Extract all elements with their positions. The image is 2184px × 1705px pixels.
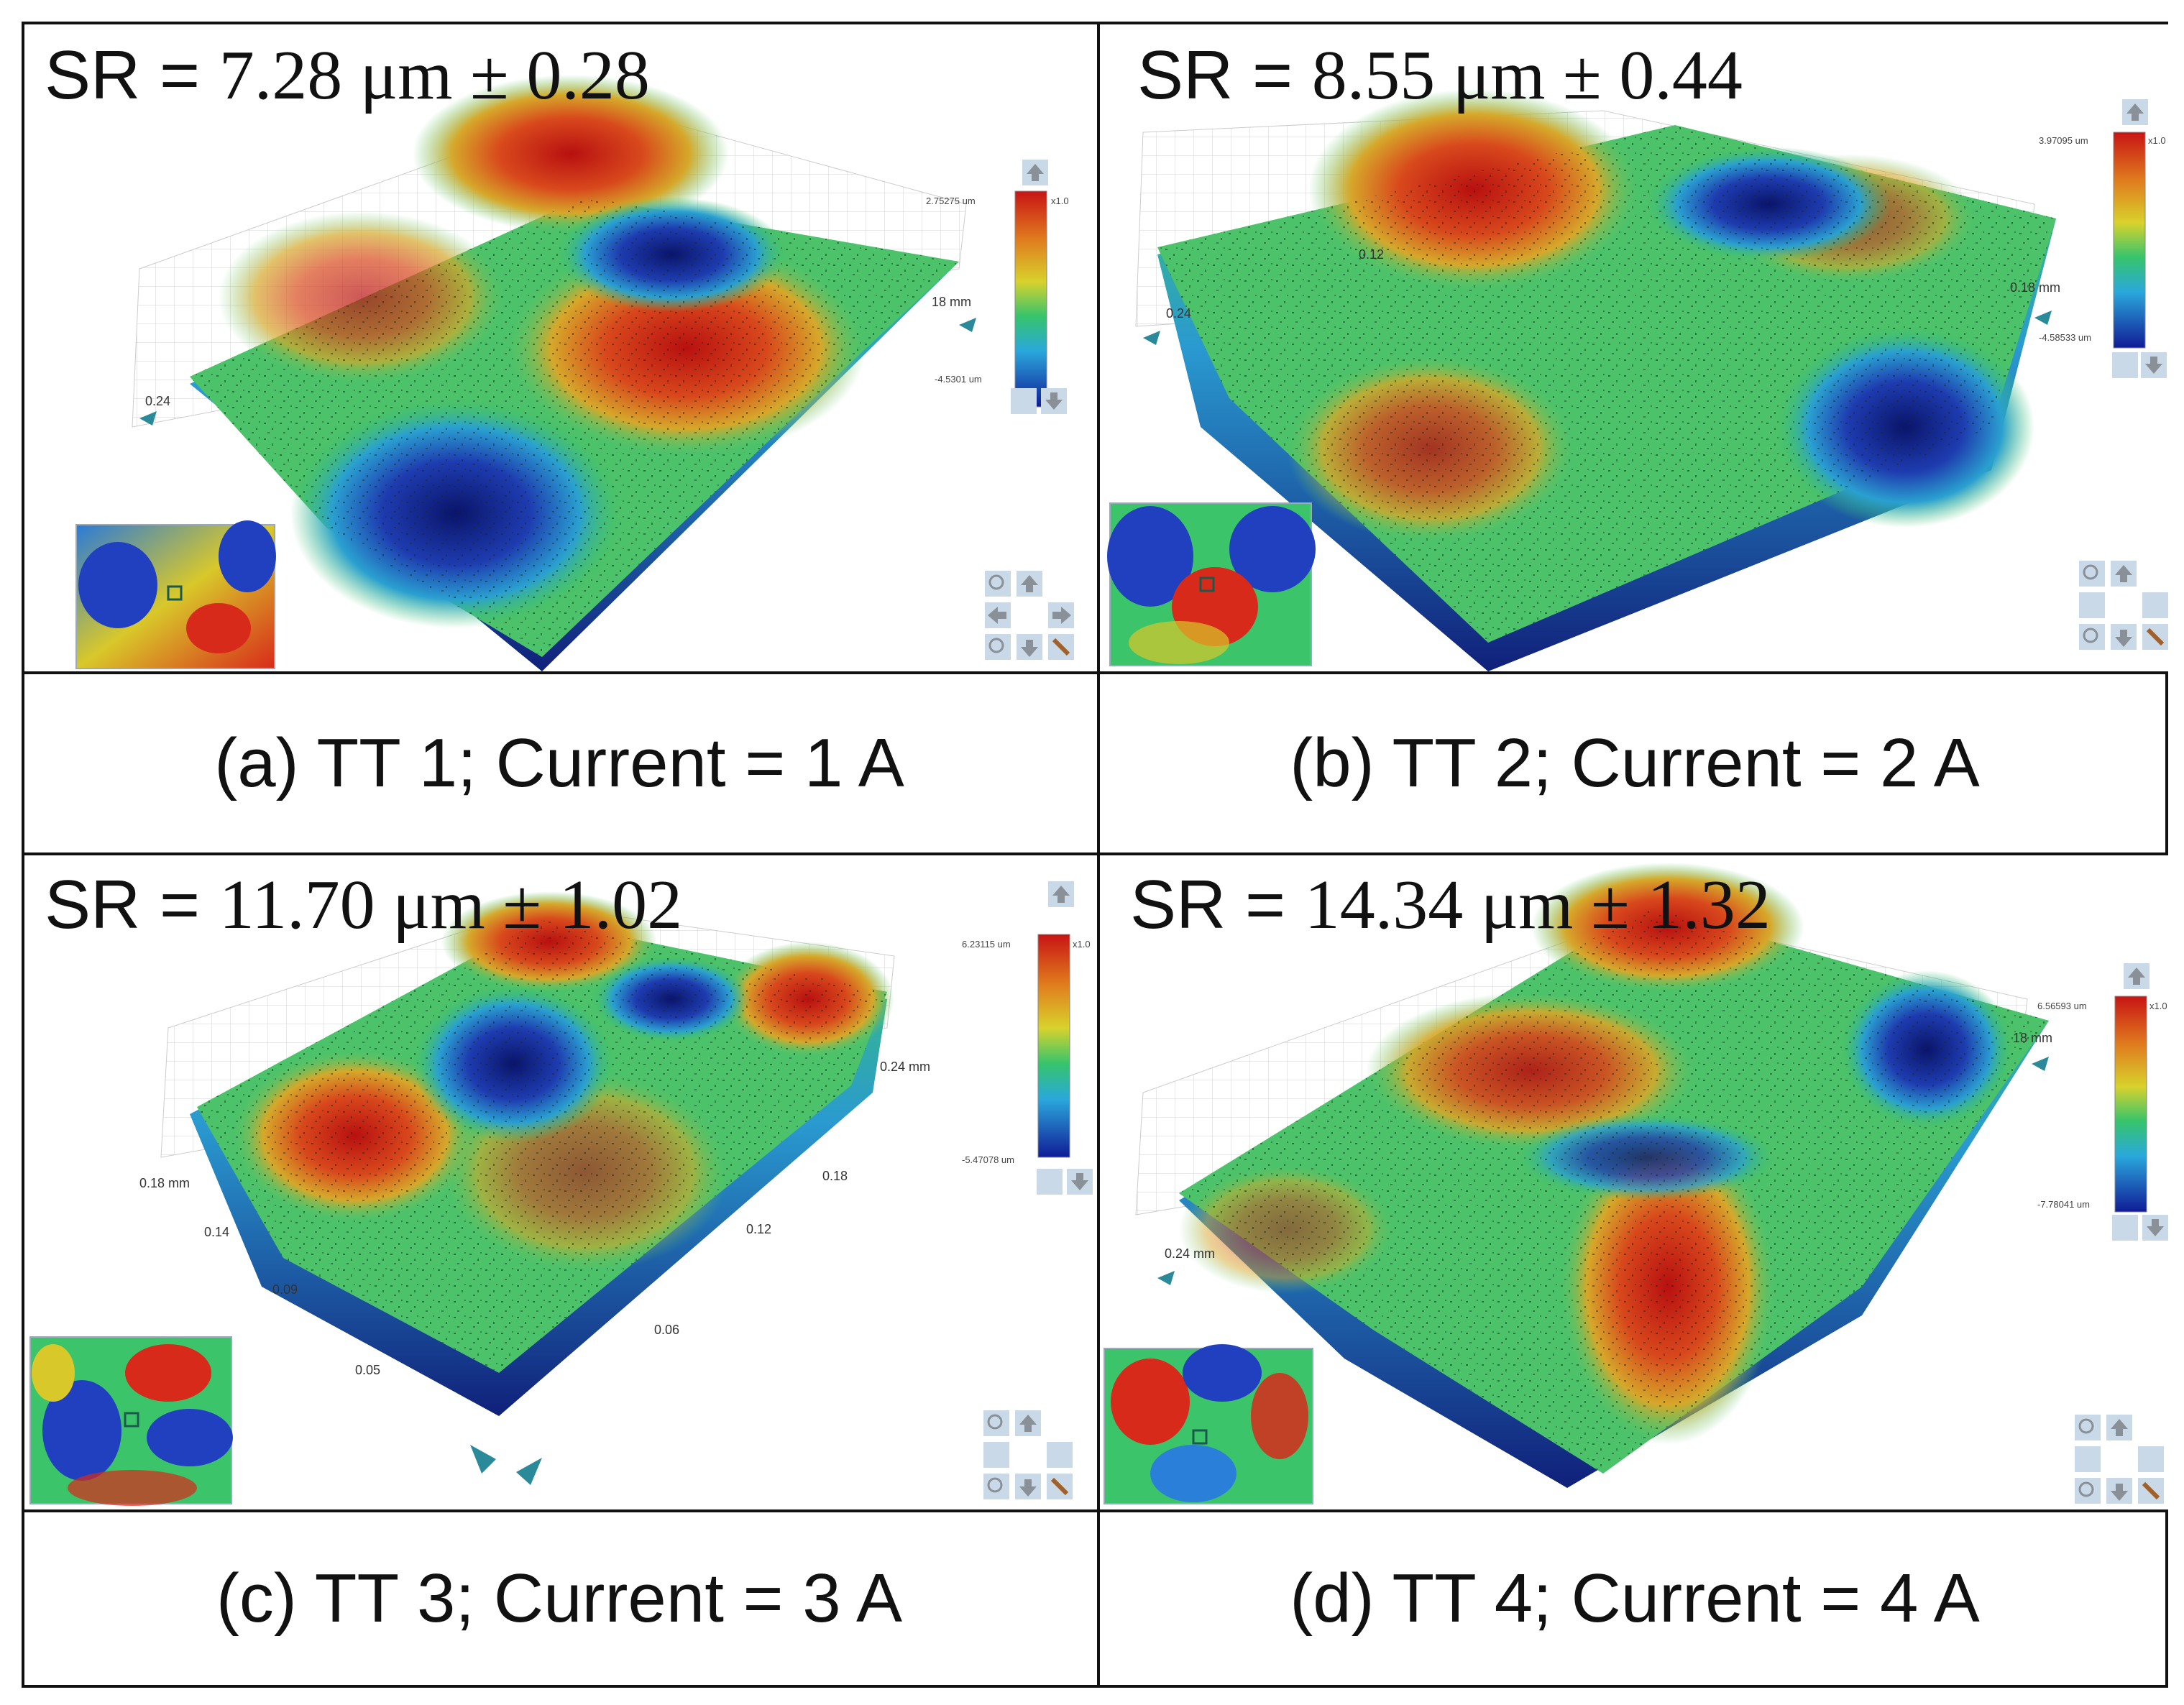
arrow-right-icon[interactable] bbox=[2138, 1446, 2164, 1472]
minimap-d[interactable] bbox=[1104, 1344, 1313, 1504]
colorbar-max-label: 6.23115 um bbox=[962, 939, 1011, 950]
colorbar bbox=[2114, 996, 2147, 1213]
arrow-left-icon[interactable] bbox=[2079, 592, 2105, 618]
reset-view-icon[interactable] bbox=[2112, 352, 2138, 378]
axis-label: 0.05 bbox=[355, 1363, 380, 1377]
zoom-out-icon[interactable] bbox=[983, 1474, 1009, 1499]
colorbar bbox=[1037, 934, 1070, 1158]
caption-a: (a) TT 1; Current = 1 A bbox=[214, 725, 904, 801]
axis-label: 0.12 bbox=[1359, 247, 1384, 262]
surface-texture bbox=[197, 920, 887, 1373]
colorbar-scale-label: x1.0 bbox=[2149, 1001, 2167, 1011]
reset-view-icon[interactable] bbox=[2112, 1215, 2138, 1241]
panel-d: 0.24 mm 18 mm 6.56593 um x1.0 -7.78041 u… bbox=[1100, 855, 2170, 1509]
colorbar-scale-label: x1.0 bbox=[1073, 939, 1091, 950]
colorbar-min-label: -5.47078 um bbox=[962, 1154, 1014, 1165]
divider bbox=[24, 852, 2165, 855]
nav-pad-a bbox=[985, 571, 1074, 660]
axis-label: 0.24 bbox=[1166, 306, 1191, 321]
divider bbox=[24, 1509, 2165, 1512]
axis-label: 0.12 bbox=[746, 1222, 771, 1236]
zoom-out-icon[interactable] bbox=[985, 634, 1011, 660]
sr-value-b: SR = 8.55 μm ± 0.44 bbox=[1137, 37, 1743, 114]
arrow-left-icon[interactable] bbox=[2075, 1446, 2101, 1472]
zoom-in-icon[interactable] bbox=[2075, 1415, 2101, 1440]
divider bbox=[1097, 24, 1100, 1685]
camera-handle-icon[interactable] bbox=[2034, 311, 2052, 325]
caption-c: (c) TT 3; Current = 3 A bbox=[216, 1560, 903, 1637]
colorbar-min-label: -4.5301 um bbox=[935, 374, 982, 385]
colorbar-min-label: -4.58533 um bbox=[2039, 332, 2091, 343]
axis-label: 18 mm bbox=[932, 295, 971, 309]
minimap-c[interactable] bbox=[29, 1336, 233, 1506]
minimap-b[interactable] bbox=[1107, 502, 1316, 666]
camera-handle-icon[interactable] bbox=[2032, 1057, 2049, 1071]
surface-texture bbox=[1157, 125, 2056, 643]
axis-label: 0.24 bbox=[145, 394, 170, 408]
panel-b: 0.24 0.18 mm 0.12 3.97095 um x1.0 -4.585… bbox=[1100, 24, 2170, 671]
nav-pad-c bbox=[983, 1410, 1073, 1499]
colorbar-min-label: -7.78041 um bbox=[2037, 1199, 2090, 1210]
camera-handle-icon[interactable] bbox=[1157, 1271, 1175, 1285]
axis-label: 0.18 mm bbox=[139, 1176, 190, 1190]
figure-grid: 0.24 18 mm 2.75275 um x1.0 -4.5301 um bbox=[22, 22, 2170, 1688]
colorbar-max-label: 6.56593 um bbox=[2037, 1001, 2087, 1011]
camera-handle-icon[interactable] bbox=[139, 411, 157, 426]
surface-plot-a: 0.24 18 mm 2.75275 um x1.0 -4.5301 um bbox=[75, 75, 1074, 671]
axis-label: 0.09 bbox=[272, 1282, 298, 1297]
panel-a: 0.24 18 mm 2.75275 um x1.0 -4.5301 um bbox=[24, 24, 1094, 671]
colorbar-scale-label: x1.0 bbox=[2148, 135, 2166, 146]
axis-label: 0.18 mm bbox=[2010, 280, 2060, 295]
zoom-in-icon[interactable] bbox=[2079, 561, 2105, 587]
surface-texture bbox=[190, 197, 959, 657]
caption-d: (d) TT 4; Current = 4 A bbox=[1290, 1560, 1980, 1637]
panel-c: 0.18 mm 0.14 0.09 0.05 0.24 mm 0.18 0.12… bbox=[24, 855, 1094, 1509]
surface-texture bbox=[1179, 906, 2049, 1474]
nav-pad-b bbox=[2079, 561, 2168, 650]
zoom-out-icon[interactable] bbox=[2079, 624, 2105, 650]
nav-pad-d bbox=[2075, 1415, 2164, 1504]
peak-red bbox=[413, 75, 729, 233]
colorbar-max-label: 2.75275 um bbox=[926, 196, 976, 206]
camera-handle-icon[interactable] bbox=[516, 1458, 542, 1485]
caption-b: (b) TT 2; Current = 2 A bbox=[1290, 725, 1980, 801]
surface-plot-d: 0.24 mm 18 mm 6.56593 um x1.0 -7.78041 u… bbox=[1104, 863, 2168, 1504]
axis-label: 0.06 bbox=[654, 1323, 679, 1337]
colorbar bbox=[1014, 190, 1047, 408]
divider bbox=[24, 671, 2165, 674]
axis-label: 0.24 mm bbox=[880, 1060, 930, 1074]
reset-view-icon[interactable] bbox=[1037, 1169, 1063, 1195]
axis-label: 18 mm bbox=[2013, 1031, 2052, 1045]
colorbar-scale-label: x1.0 bbox=[1051, 196, 1069, 206]
axis-label: 0.18 bbox=[822, 1169, 848, 1183]
colorbar-max-label: 3.97095 um bbox=[2039, 135, 2088, 146]
camera-handle-icon[interactable] bbox=[470, 1445, 496, 1474]
surface-plot-b: 0.24 0.18 mm 0.12 3.97095 um x1.0 -4.585… bbox=[1107, 89, 2168, 671]
zoom-in-icon[interactable] bbox=[985, 571, 1011, 597]
arrow-right-icon[interactable] bbox=[2142, 592, 2168, 618]
camera-handle-icon[interactable] bbox=[1143, 331, 1160, 345]
sr-value-c: SR = 11.70 μm ± 1.02 bbox=[45, 866, 683, 944]
zoom-out-icon[interactable] bbox=[2075, 1478, 2101, 1504]
axis-label: 0.24 mm bbox=[1165, 1246, 1215, 1261]
colorbar bbox=[2113, 132, 2146, 349]
surface-plot-c: 0.18 mm 0.14 0.09 0.05 0.24 mm 0.18 0.12… bbox=[29, 881, 1093, 1506]
reset-view-icon[interactable] bbox=[1011, 388, 1037, 414]
sr-value-a: SR = 7.28 μm ± 0.28 bbox=[45, 37, 650, 114]
axis-label: 0.14 bbox=[204, 1225, 229, 1239]
sr-value-d: SR = 14.34 μm ± 1.32 bbox=[1130, 866, 1771, 944]
arrow-left-icon[interactable] bbox=[983, 1442, 1009, 1468]
minimap-a[interactable] bbox=[75, 520, 276, 669]
zoom-in-icon[interactable] bbox=[983, 1410, 1009, 1436]
arrow-right-icon[interactable] bbox=[1047, 1442, 1073, 1468]
camera-handle-icon[interactable] bbox=[959, 318, 976, 332]
